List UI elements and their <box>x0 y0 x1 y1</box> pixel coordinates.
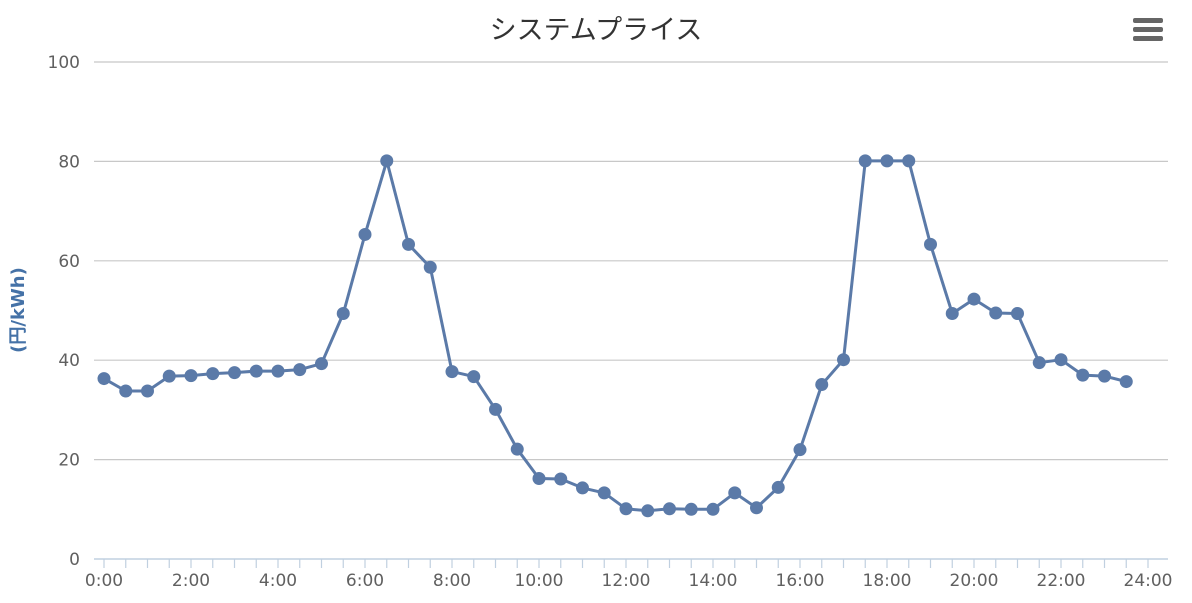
data-point <box>576 481 589 495</box>
x-tick-label: 8:00 <box>433 571 471 591</box>
data-point <box>989 306 1003 320</box>
data-point <box>1098 369 1111 383</box>
data-point <box>684 502 698 516</box>
x-tick-label: 16:00 <box>776 571 825 591</box>
x-axis-ticks: 0:00 2:00 4:00 6:00 8:00 10:00 12:00 14:00 16:00… <box>85 571 1173 591</box>
data-point <box>750 501 763 515</box>
y-tick-label: 80 <box>58 152 80 172</box>
data-point <box>967 292 981 306</box>
x-tick-label: 22:00 <box>1037 571 1086 591</box>
data-point <box>141 384 154 398</box>
series-line <box>103 159 1127 513</box>
data-point <box>402 237 415 251</box>
data-point <box>206 367 220 381</box>
x-tick-label: 18:00 <box>863 571 912 591</box>
data-point <box>641 504 655 518</box>
x-tick-label: 0:00 <box>85 571 123 591</box>
data-point <box>924 237 937 251</box>
data-point <box>510 442 524 456</box>
data-point <box>771 480 785 494</box>
data-point <box>380 154 394 168</box>
data-point <box>945 306 959 320</box>
menu-bar <box>1133 36 1163 41</box>
x-tick-label: 4:00 <box>259 571 297 591</box>
y-tick-label: 100 <box>48 53 80 73</box>
x-tick-label: 14:00 <box>689 571 738 591</box>
data-point <box>619 502 633 516</box>
x-tick-label: 24:00 <box>1124 571 1173 591</box>
data-point <box>837 353 850 367</box>
data-point <box>97 372 111 386</box>
data-point <box>336 306 350 320</box>
data-point <box>1119 375 1133 389</box>
hamburger-menu-icon[interactable] <box>1130 14 1166 46</box>
data-point <box>315 357 328 371</box>
data-point <box>597 486 611 500</box>
series <box>97 154 1133 518</box>
data-point <box>271 364 285 378</box>
data-point <box>228 366 241 380</box>
data-point <box>423 260 437 274</box>
x-tick-label: 20:00 <box>950 571 999 591</box>
x-tick-label: 12:00 <box>602 571 651 591</box>
data-point <box>249 364 263 378</box>
data-point <box>663 502 676 516</box>
x-axis <box>94 558 1168 568</box>
x-tick-label: 10:00 <box>515 571 564 591</box>
data-point <box>1054 353 1068 367</box>
data-point <box>119 384 133 398</box>
y-tick-label: 0 <box>69 550 80 570</box>
y-tick-label: 60 <box>58 252 80 272</box>
chart-title: システムプライス <box>489 15 703 46</box>
data-point <box>1032 356 1046 370</box>
data-point <box>489 402 502 416</box>
grid <box>94 61 1168 461</box>
data-point <box>532 471 546 485</box>
data-point <box>858 154 872 168</box>
data-point <box>880 154 894 168</box>
data-point <box>1011 306 1024 320</box>
y-tick-label: 20 <box>58 451 80 471</box>
data-point <box>902 154 916 168</box>
data-point <box>1076 368 1090 382</box>
data-point <box>554 472 568 486</box>
y-tick-label: 40 <box>58 351 80 371</box>
data-point <box>184 369 198 383</box>
y-axis-title: (円/kWh) <box>8 267 29 353</box>
data-point <box>467 370 481 384</box>
y-axis-ticks: 0 20 40 60 80 100 <box>48 53 80 570</box>
data-point <box>793 443 807 457</box>
data-point <box>162 369 176 383</box>
data-point <box>728 486 742 500</box>
data-point <box>445 365 459 379</box>
menu-bar <box>1133 27 1163 32</box>
menu-bar <box>1133 18 1163 23</box>
data-point <box>815 378 829 392</box>
data-point <box>293 363 307 377</box>
x-tick-label: 2:00 <box>172 571 210 591</box>
data-point <box>358 227 372 241</box>
data-point <box>706 502 720 516</box>
x-tick-label: 6:00 <box>346 571 384 591</box>
